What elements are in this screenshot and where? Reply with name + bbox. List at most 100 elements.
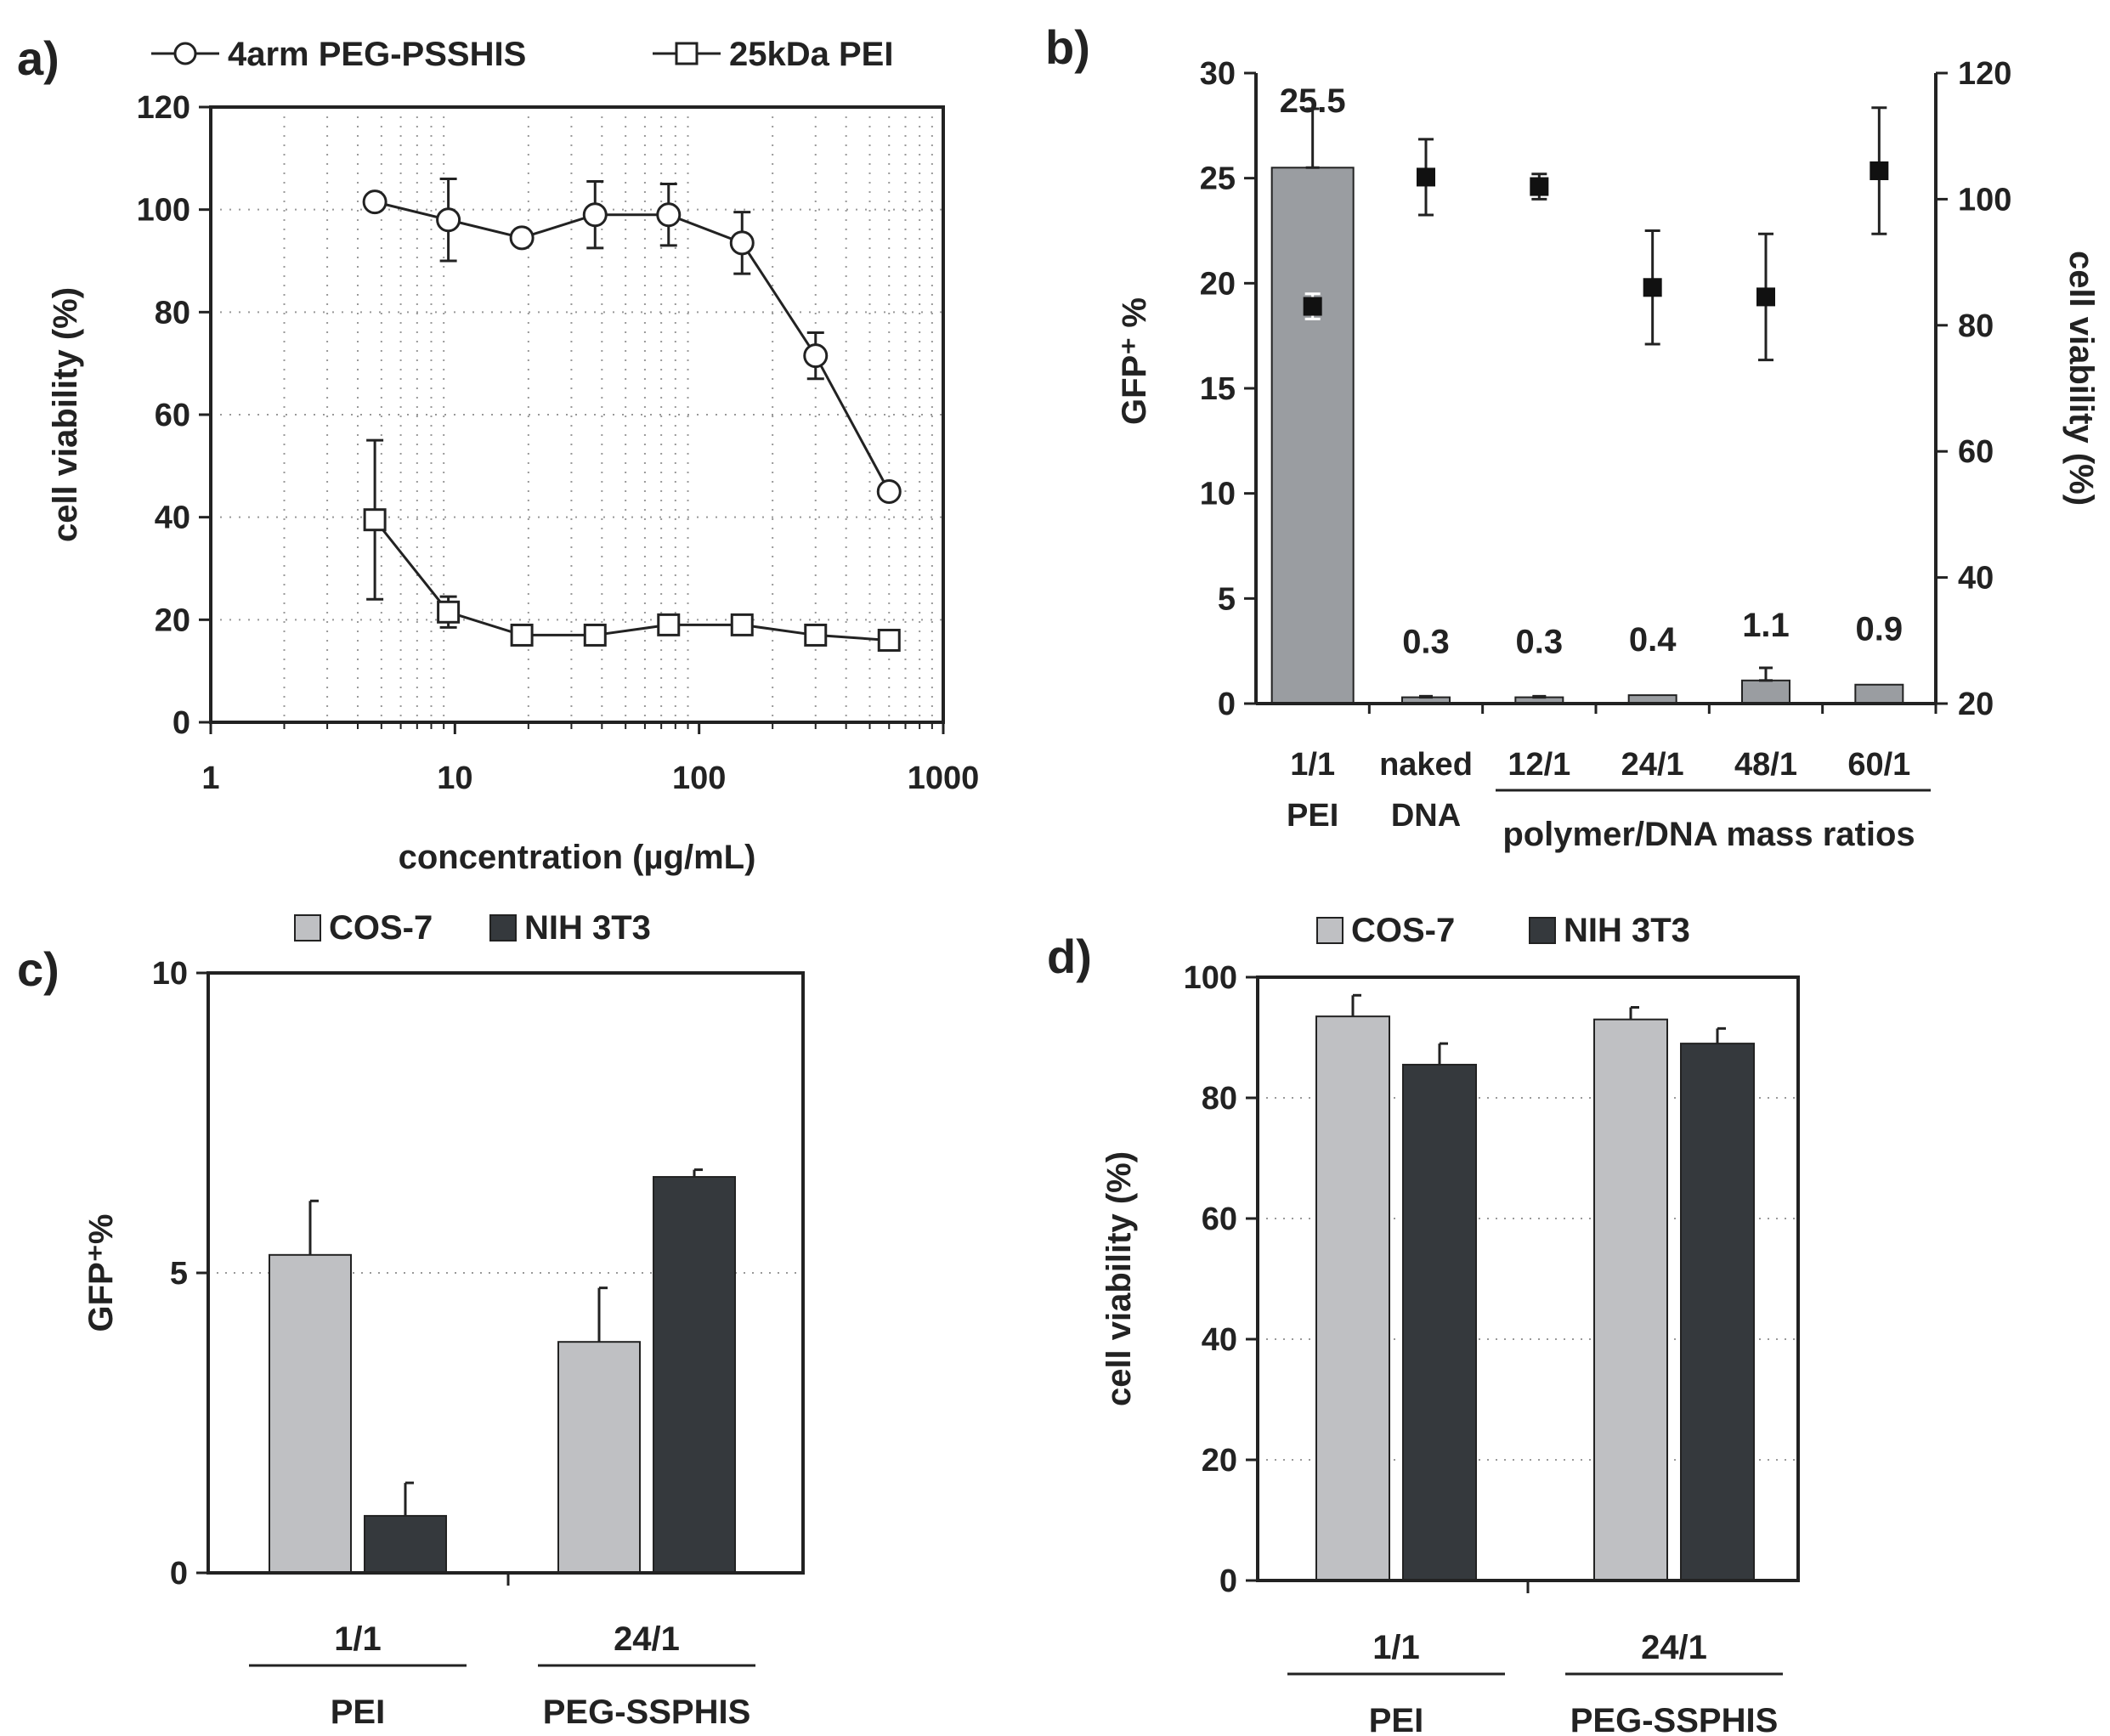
ytick-label-b: 5	[1218, 581, 1236, 617]
point-circle-a	[729, 230, 755, 256]
yticks-c: 0 5 10	[152, 956, 208, 1592]
series-line-a-1	[374, 201, 891, 493]
legend-d: COS-7 NIH 3T3	[1316, 912, 1690, 949]
legend-a-label-1: 4arm PEG-PSSHIS	[228, 36, 526, 73]
ytick-label-a: 20	[155, 602, 190, 638]
bars-b: 25.5 0.3 0.3 0.4 1.1 0.9	[1270, 82, 1937, 714]
xtick-label-a: 100	[672, 761, 726, 796]
yticks-a: 0 20 40 60 80 100 120	[137, 90, 211, 741]
groups-c: 1/1 PEI 24/1 PEG-SSPHIS	[249, 1620, 755, 1731]
ytick-label-b: 15	[1200, 371, 1236, 407]
groups-d: 1/1 PEI 24/1 PEG-SSPHIS	[1287, 1629, 1783, 1736]
point-square-a	[804, 623, 828, 647]
category-label-b: 1/1	[1290, 747, 1335, 783]
series-a	[362, 177, 902, 652]
categories-b: 1/1 PEI naked DNA 12/1 24/1 48/1 60/1	[1287, 747, 1910, 834]
point-viability-b	[1643, 278, 1662, 297]
point-square-a	[730, 613, 754, 636]
category-label-b: 60/1	[1847, 747, 1910, 783]
xtick-label-a: 10	[437, 761, 472, 796]
xtick-label-a: 1	[201, 761, 219, 796]
point-circle-a	[436, 207, 461, 233]
legend-c-swatch-2	[489, 914, 517, 942]
legend-c-label-2: NIH 3T3	[524, 909, 651, 947]
group-label-b: polymer/DNA mass ratios	[1502, 816, 1915, 853]
point-square-a	[657, 613, 681, 636]
ytick-label-a: 120	[137, 90, 190, 126]
bars-c	[269, 1168, 736, 1575]
ytick-label: 20	[1202, 1443, 1237, 1479]
yticks-right-b: 20 40 60 80 100 120	[1936, 56, 2011, 722]
bar-cos-7	[1593, 1018, 1668, 1581]
panel-d: d) COS-7 NIH 3T3 0 20 40 60 80 100 1/1 PEI 24/1…	[1047, 912, 1800, 1736]
point-viability-b	[1756, 287, 1775, 307]
bar-nih-3t3	[1402, 1063, 1477, 1581]
ytick-label-b: 25	[1200, 161, 1236, 197]
data-label-b: 0.9	[1856, 611, 1904, 648]
ylabel-a: cell viability (%)	[47, 287, 84, 542]
series-line-a-2	[373, 518, 890, 642]
point-circle-a	[803, 343, 829, 369]
ytick-label-a: 80	[155, 295, 190, 331]
category-label-b: 24/1	[1621, 747, 1684, 783]
ytick-label-b: 0	[1218, 687, 1236, 722]
bar-gfp-b	[1741, 679, 1790, 705]
panel-a-letter: a)	[17, 31, 59, 85]
legend-c-label-1: COS-7	[329, 909, 433, 947]
point-square-a	[510, 623, 534, 647]
category-label-b: PEI	[1287, 798, 1338, 834]
ytick-label: 0	[170, 1556, 188, 1592]
group-sublabel: PEG-SSPHIS	[1570, 1702, 1779, 1736]
ylabel-right-b: cell viability (%)	[2062, 251, 2100, 506]
point-circle-a	[509, 225, 535, 251]
category-label-b: DNA	[1391, 798, 1461, 834]
ytick-label-right-b: 40	[1958, 561, 1994, 597]
bars-d	[1315, 993, 1755, 1581]
bar-gfp-b	[1854, 683, 1904, 704]
bar-cos-7	[557, 1341, 641, 1574]
data-label-b: 1.1	[1742, 607, 1790, 644]
ytick-label: 80	[1202, 1081, 1237, 1117]
bar-nih-3t3	[653, 1176, 736, 1575]
data-label-b: 0.4	[1629, 621, 1677, 659]
category-label-b: 12/1	[1508, 747, 1570, 783]
point-viability-b	[1870, 161, 1889, 181]
panel-c-letter: c)	[17, 942, 59, 996]
point-viability-b	[1303, 297, 1322, 316]
ytick-label-a: 60	[155, 398, 190, 433]
point-circle-a	[582, 202, 608, 228]
legend-a: 4arm PEG-PSSHIS 25kDa PEI	[151, 36, 893, 73]
ytick-label-a: 40	[155, 500, 190, 536]
plot-frame-c	[206, 971, 805, 1575]
plot-frame-a	[209, 105, 945, 724]
xticks-a: 1 10 100 1000	[201, 722, 979, 796]
point-square-a	[437, 600, 461, 624]
ytick-label-right-b: 80	[1958, 308, 1994, 344]
legend-a-circle-marker	[173, 42, 197, 65]
point-circle-a	[876, 479, 902, 504]
ytick-label: 10	[152, 956, 188, 992]
point-square-a	[877, 628, 901, 652]
panel-d-letter: d)	[1047, 930, 1092, 983]
point-square-a	[583, 623, 607, 647]
category-label-b: 48/1	[1734, 747, 1797, 783]
yticks-left-b: 0 5 10 15 20 25 30	[1200, 56, 1256, 722]
group-label: 24/1	[614, 1620, 680, 1658]
ytick-label-a: 0	[173, 705, 190, 741]
ytick-label: 40	[1202, 1322, 1237, 1358]
panel-c: c) COS-7 NIH 3T3 0 5 10 1/1 PEI 24/1 PEG-SSPH…	[17, 909, 805, 1731]
ytick-label-right-b: 60	[1958, 434, 1994, 470]
legend-a-label-2: 25kDa PEI	[729, 36, 893, 73]
bar-nih-3t3	[1680, 1043, 1755, 1581]
bar-cos-7	[269, 1253, 352, 1574]
ytick-label: 100	[1184, 960, 1237, 996]
yticks-d: 0 20 40 60 80 100	[1184, 960, 1258, 1599]
ytick-label-right-b: 20	[1958, 687, 1994, 722]
ytick-label-a: 100	[137, 193, 190, 229]
viability-points-b	[1303, 106, 1889, 362]
bar-cos-7	[1315, 1015, 1390, 1581]
point-circle-a	[362, 189, 387, 215]
legend-d-swatch-2	[1529, 917, 1556, 944]
legend-d-label-1: COS-7	[1351, 912, 1455, 949]
